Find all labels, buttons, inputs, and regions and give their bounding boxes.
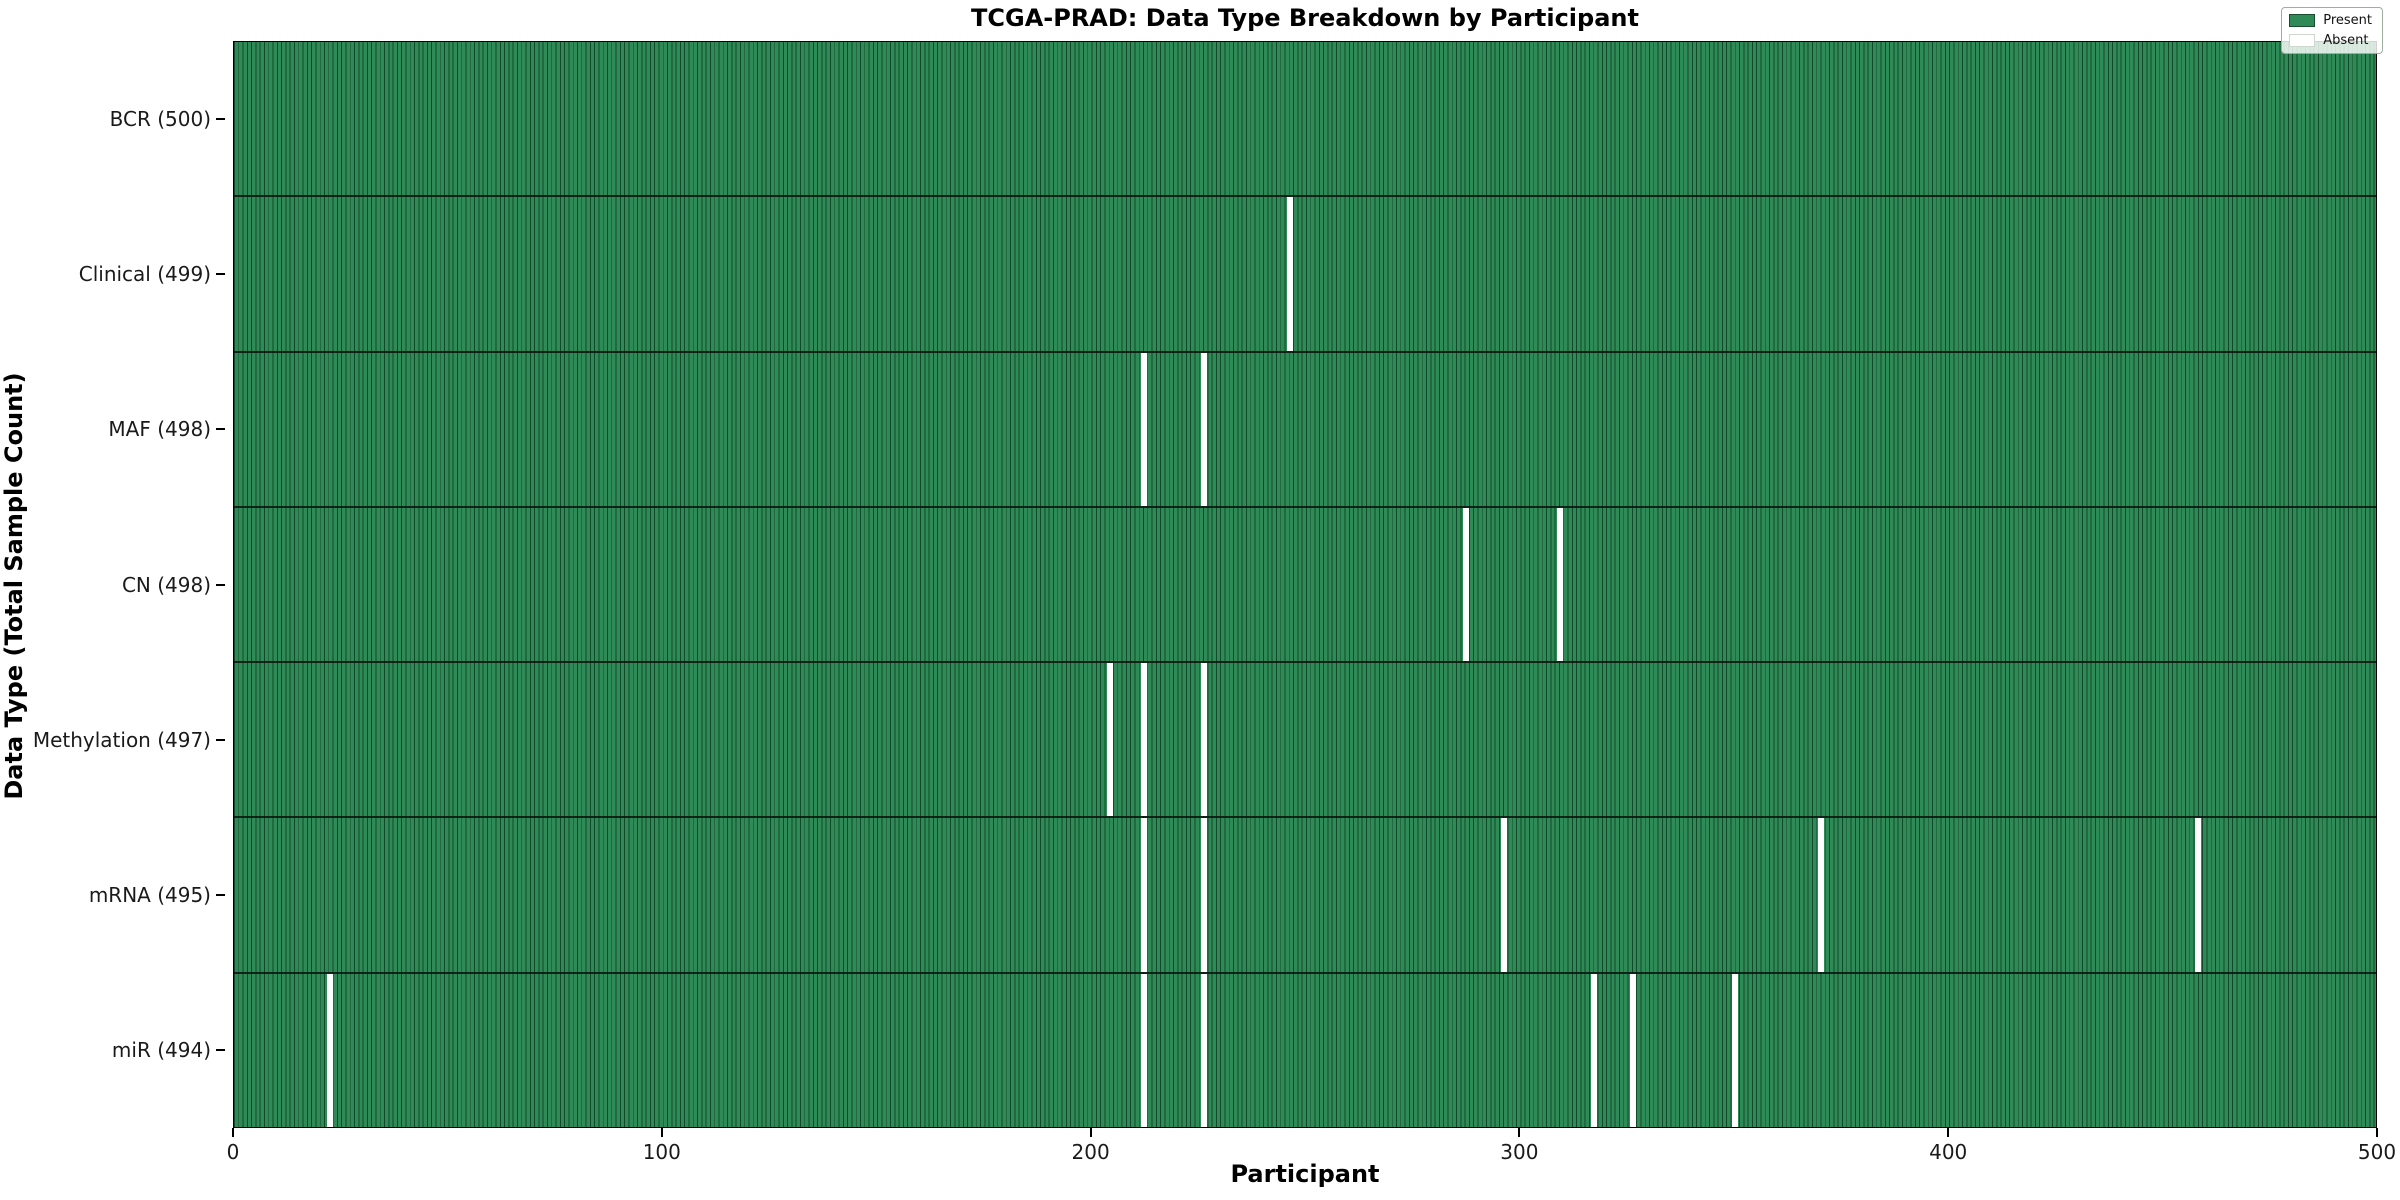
y-tick-label: Clinical (499) (78, 261, 211, 286)
x-tick-label: 400 (1929, 1140, 1968, 1164)
heatmap-row (234, 973, 2376, 1127)
absent-marker (1201, 818, 1208, 972)
heatmap-row (234, 818, 2376, 974)
x-tick-label: 300 (1500, 1140, 1539, 1164)
x-tick-label: 0 (226, 1140, 240, 1164)
absent-marker (1141, 973, 1148, 1127)
y-tick-mark (216, 894, 225, 897)
y-tick-label: Methylation (497) (32, 727, 211, 752)
y-tick-mark (216, 117, 225, 120)
present-swatch-icon (2289, 14, 2316, 27)
heatmap-row (234, 663, 2376, 819)
legend: Present Absent (2281, 7, 2383, 54)
legend-label-present: Present (2323, 13, 2372, 28)
y-tick-mark (216, 738, 225, 741)
x-tick-mark (2376, 1128, 2378, 1137)
x-tick-mark (1089, 1128, 1092, 1137)
absent-marker (1462, 507, 1469, 662)
absent-marker (1591, 973, 1598, 1127)
chart-title: TCGA-PRAD: Data Type Breakdown by Partic… (971, 4, 1639, 32)
heatmap-row (234, 42, 2376, 198)
x-tick-mark (660, 1128, 663, 1137)
y-tick-label: miR (494) (111, 1038, 211, 1063)
legend-label-absent: Absent (2323, 33, 2369, 48)
absent-marker (1732, 973, 1739, 1127)
absent-marker (1141, 352, 1148, 506)
x-tick-mark (1518, 1128, 1521, 1137)
heatmap-row (234, 197, 2376, 353)
absent-marker (1141, 663, 1148, 817)
absent-marker (1201, 663, 1208, 817)
absent-marker (327, 973, 334, 1127)
heatmap-row (234, 352, 2376, 508)
absent-marker (1106, 663, 1113, 817)
x-axis-title: Participant (1230, 1160, 1380, 1188)
y-tick-label: CN (498) (121, 572, 211, 597)
x-tick-mark (232, 1128, 234, 1137)
x-axis-ticks: 0 100 200 300 400 500 (227, 1128, 2396, 1168)
absent-marker (1201, 352, 1208, 506)
y-tick-mark (216, 428, 225, 431)
y-tick-label: mRNA (495) (88, 883, 211, 908)
absent-marker (1141, 818, 1148, 972)
y-tick-label: MAF (498) (108, 417, 211, 442)
x-tick-label: 500 (2357, 1140, 2397, 1164)
y-axis-ticks: BCR (500) Clinical (499) MAF (498) CN (498)… (0, 41, 225, 1128)
absent-marker (1556, 507, 1563, 662)
y-tick-mark (216, 583, 225, 586)
legend-item-present: Present (2289, 13, 2372, 28)
legend-item-absent: Absent (2289, 33, 2372, 48)
absent-marker (1501, 818, 1508, 972)
x-tick-mark (1947, 1128, 1950, 1137)
absent-marker (1818, 818, 1825, 972)
absent-marker (2195, 818, 2202, 972)
x-tick-label: 200 (1071, 1140, 1110, 1164)
plot-area (233, 41, 2377, 1128)
heatmap-row (234, 507, 2376, 664)
absent-swatch-icon (2289, 34, 2316, 47)
absent-marker (1286, 197, 1293, 351)
x-tick-label: 100 (642, 1140, 681, 1164)
y-tick-mark (216, 1049, 225, 1052)
absent-marker (1629, 973, 1636, 1127)
y-tick-mark (216, 272, 225, 275)
y-tick-label: BCR (500) (109, 106, 211, 131)
absent-marker (1201, 973, 1208, 1127)
